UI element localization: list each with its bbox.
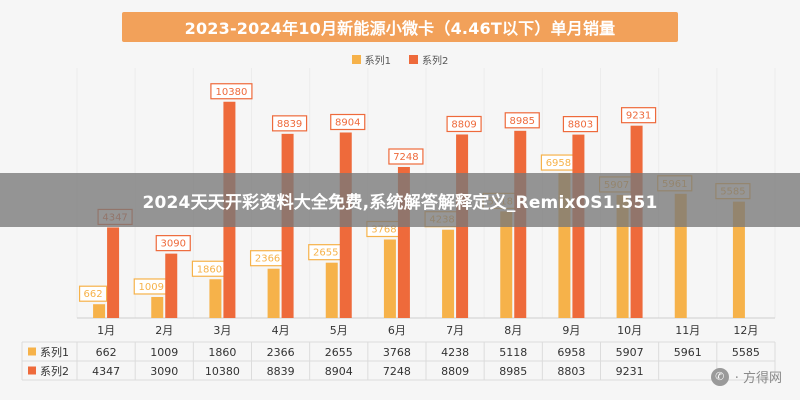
table-cell: 2655 (325, 346, 353, 359)
watermark-text: · 方得网 (734, 371, 782, 386)
data-label-series1: 3768 (371, 225, 396, 236)
bar-series1 (500, 211, 513, 318)
banner-text: 2024天天开彩资料大全免费,系统解答解释定义_RemixOS1.551 (142, 192, 658, 213)
table-cell: 2366 (267, 346, 295, 359)
data-label-series2: 10380 (216, 87, 248, 98)
table-cell: 4347 (92, 365, 120, 378)
data-label-series2-box (446, 115, 482, 133)
bar-series2 (165, 253, 178, 318)
bar-series1 (325, 262, 338, 318)
x-tick-label: 5月 (330, 324, 348, 337)
bar-series1 (209, 279, 222, 318)
table-cell: 1860 (208, 346, 236, 359)
legend-item-series2: 系列2 (409, 52, 448, 67)
legend: 系列1 系列2 (0, 52, 800, 67)
x-tick-label: 7月 (446, 324, 464, 337)
legend-swatch-series2 (409, 55, 418, 64)
table-cell: 8809 (441, 365, 469, 378)
data-label-series2-box (504, 112, 540, 129)
bar-series1 (442, 229, 455, 318)
data-label-series2-box (330, 113, 366, 131)
x-tick-label: 11月 (675, 324, 700, 337)
bar-series1 (267, 268, 280, 318)
table-legend-swatch (28, 366, 36, 375)
legend-swatch-series1 (351, 55, 361, 64)
x-tick-label: 3月 (213, 324, 231, 337)
x-tick-label: 10月 (617, 324, 642, 337)
table-cell: 3090 (150, 365, 178, 378)
data-label-series2-box (210, 83, 253, 100)
bar-series1 (732, 201, 745, 318)
data-label-series2: 3090 (161, 239, 186, 250)
legend-label-series1: 系列1 (364, 56, 391, 67)
x-tick-label: 6月 (388, 324, 406, 337)
bar-series2 (107, 227, 120, 318)
table-cell: 10380 (205, 365, 240, 378)
data-label-series2-box (620, 107, 657, 124)
table-cell: 5118 (499, 346, 527, 359)
table-cell: 5907 (616, 346, 644, 359)
x-tick-label: 2月 (155, 324, 173, 337)
legend-item-series1: 系列1 (351, 52, 391, 67)
data-label-series1: 662 (84, 289, 103, 300)
table-cell: 8985 (499, 365, 527, 378)
table-cell: 8904 (325, 365, 353, 378)
data-label-series2-box (271, 115, 308, 132)
table-cell: 4238 (441, 346, 469, 359)
data-label-series1: 2655 (313, 248, 338, 259)
table-cell: 5585 (732, 346, 760, 359)
chart-title-box: 2023-2024年10月新能源小微卡（4.46T以下）单月销量 (122, 12, 678, 42)
table-cell: 8839 (267, 365, 295, 378)
table-cell: 7248 (383, 365, 411, 378)
x-tick-label: 4月 (272, 324, 290, 337)
x-tick-label: 12月 (733, 324, 758, 337)
data-label-series2: 8803 (568, 120, 593, 131)
table-cell: 9231 (616, 365, 644, 378)
data-label-series1-box (78, 285, 108, 302)
table-row-label: 系列2 (40, 364, 69, 378)
table-cell: 8803 (557, 365, 585, 378)
legend-label-series2: 系列2 (422, 56, 449, 67)
table-cell: 5961 (674, 346, 702, 359)
data-label-series1: 1860 (197, 264, 222, 275)
data-label-series2: 8839 (277, 119, 302, 130)
data-label-series2: 8985 (510, 116, 535, 127)
data-label-series2-box (562, 116, 599, 133)
data-label-series2: 7248 (393, 152, 418, 163)
data-label-series1: 1009 (139, 282, 164, 293)
overlay-banner[interactable]: 2024天天开彩资料大全免费,系统解答解释定义_RemixOS1.551 (0, 173, 800, 227)
data-label-series1: 6958 (546, 158, 571, 169)
data-label-series2: 8904 (335, 118, 360, 129)
data-label-series2-box (155, 235, 191, 252)
table-cell: 3768 (383, 346, 411, 359)
x-tick-label: 8月 (504, 324, 522, 337)
table-cell: 6958 (557, 346, 585, 359)
bar-series1 (383, 239, 396, 318)
table-row-label: 系列1 (40, 345, 69, 359)
watermark: ✆ · 方得网 (710, 367, 782, 386)
data-label-series1: 2366 (255, 254, 280, 265)
data-label-series2: 9231 (626, 111, 651, 122)
table-legend-swatch (28, 347, 36, 356)
chart-title: 2023-2024年10月新能源小微卡（4.46T以下）单月销量 (184, 19, 616, 38)
bar-series1 (93, 304, 106, 318)
table-cell: 1009 (150, 346, 178, 359)
wechat-icon: ✆ (710, 367, 729, 386)
x-tick-label: 1月 (97, 324, 115, 337)
x-tick-label: 9月 (562, 324, 580, 337)
data-label-series2-box (388, 148, 424, 165)
data-label-series2: 8809 (451, 119, 476, 130)
bar-series1 (151, 296, 164, 318)
table-cell: 662 (96, 346, 117, 359)
